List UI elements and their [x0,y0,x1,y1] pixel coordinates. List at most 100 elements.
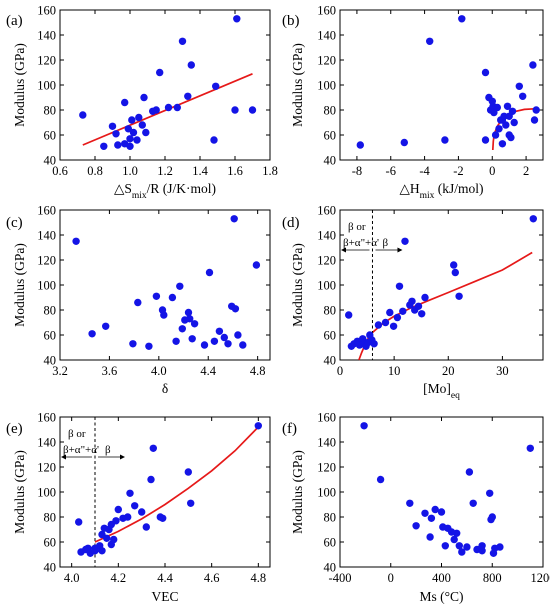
data-point [212,82,220,91]
data-point [526,444,534,452]
panel-e: 4.0 4.2 4.4 4.6 4.8 40 60 80 100 120 140 160 (e) Modu… [6,411,271,604]
data-point [88,330,96,338]
data-point [184,468,192,476]
data-point [173,103,181,112]
x-axis-label: Ms (°C) [419,589,463,604]
y-tick-label: 120 [317,54,336,68]
x-tick-label: -4 [419,164,430,178]
data-point [399,307,407,315]
data-point [215,327,224,335]
y-tick-label: 60 [44,329,57,343]
y-axis-label: Modulus (GPa) [290,450,305,534]
y-tick-label: 40 [324,354,337,368]
y-tick-label: 100 [37,279,56,293]
data-point [160,311,168,319]
data-point [205,268,214,277]
y-tick-label: 120 [317,461,336,475]
data-point [441,542,449,550]
phase-annotation-left-2: β+α"+α' [343,237,379,249]
data-point [152,106,160,114]
data-point [156,68,164,77]
x-axis-label: △Smix/R (J/K·mol) [114,181,216,201]
data-point [126,489,134,497]
x-axis-label: △Hmix (kJ/mol) [399,181,483,201]
data-point [441,136,449,144]
data-point [451,268,459,277]
y-tick-label: 80 [324,511,337,525]
x-tick-label: 0 [388,571,394,585]
fit-curve [94,426,259,543]
y-tick-label: 60 [44,536,57,550]
plot-frame [59,9,271,161]
fit-curve [358,251,533,361]
y-tick-label: 120 [317,254,336,268]
x-tick-label: 1.2 [157,164,173,178]
data-point [108,122,117,130]
y-tick-label: 60 [324,329,337,343]
x-tick-label: 4.2 [111,571,127,585]
x-tick-label: 400 [432,571,451,585]
y-tick-label: 40 [324,154,337,168]
y-tick-label: 140 [317,436,336,450]
data-point [176,282,184,290]
panel-letter: (a) [6,13,23,29]
data-point [386,308,394,317]
data-point [381,318,390,327]
data-point [112,130,120,138]
data-point [233,15,241,23]
data-point [458,548,466,556]
plot-frame [339,416,544,568]
data-point [493,103,501,112]
y-tick-label: 160 [37,4,56,18]
x-tick-label: 2 [523,164,529,178]
data-point [188,335,196,343]
data-point [231,106,239,114]
data-point [248,106,257,114]
data-point [414,302,423,310]
x-tick-label: 4.4 [157,571,173,585]
data-point [488,513,496,521]
y-tick-label: 160 [317,4,336,18]
data-point [455,292,463,300]
x-tick-label: 0 [337,364,343,378]
data-point [510,118,518,127]
data-point [496,543,504,551]
data-point [134,298,142,307]
data-point [178,37,187,45]
data-point [231,305,240,313]
data-point [110,535,118,544]
data-point [478,542,486,550]
arrow-right-head [120,454,125,460]
y-tick-label: 40 [44,154,57,168]
x-axis-label: VEC [152,589,179,604]
x-tick-label: -6 [386,164,396,178]
data-point [129,128,138,137]
data-point [220,333,228,342]
data-point [79,111,87,119]
y-tick-label: 140 [317,229,336,243]
x-tick-label: 0.6 [52,164,68,178]
panel-b: -8 -6 -4 -2 0 2 40 60 80 100 120 140 160 (b) Modulus (… [282,4,544,201]
x-tick-label: -2 [453,164,463,178]
data-point [159,514,167,522]
data-point [408,297,416,305]
data-point [376,475,385,484]
data-point [112,517,120,525]
data-point [140,93,148,102]
x-tick-label: 4.8 [250,364,266,378]
data-point [152,292,161,300]
x-tick-label: 800 [483,571,502,585]
data-point [486,489,494,497]
data-point [102,322,110,330]
data-point [374,321,383,329]
data-point [164,103,173,112]
data-point [254,422,262,430]
data-point [508,107,517,116]
panel-letter: (b) [282,13,300,29]
data-point [126,142,134,150]
data-point [532,106,540,114]
data-point [370,340,378,348]
phase-annotation-left: β or [348,221,366,233]
data-point [142,523,150,531]
data-point [224,340,232,348]
